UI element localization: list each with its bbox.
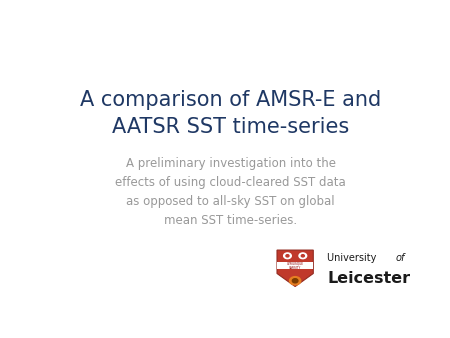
Circle shape	[302, 255, 304, 257]
Text: A preliminary investigation into the
effects of using cloud-cleared SST data
as : A preliminary investigation into the eff…	[115, 156, 346, 226]
Polygon shape	[277, 262, 313, 269]
Circle shape	[292, 279, 298, 283]
Circle shape	[289, 276, 301, 285]
Circle shape	[284, 253, 291, 259]
Text: Leicester: Leicester	[327, 271, 410, 286]
Text: University: University	[327, 253, 380, 263]
Polygon shape	[277, 250, 313, 287]
Text: UTRIUSQUE
VARSITY: UTRIUSQUE VARSITY	[287, 261, 304, 270]
Text: A comparison of AMSR-E and
AATSR SST time-series: A comparison of AMSR-E and AATSR SST tim…	[80, 90, 381, 137]
Text: of: of	[395, 253, 405, 263]
Circle shape	[299, 253, 306, 259]
Circle shape	[286, 255, 289, 257]
